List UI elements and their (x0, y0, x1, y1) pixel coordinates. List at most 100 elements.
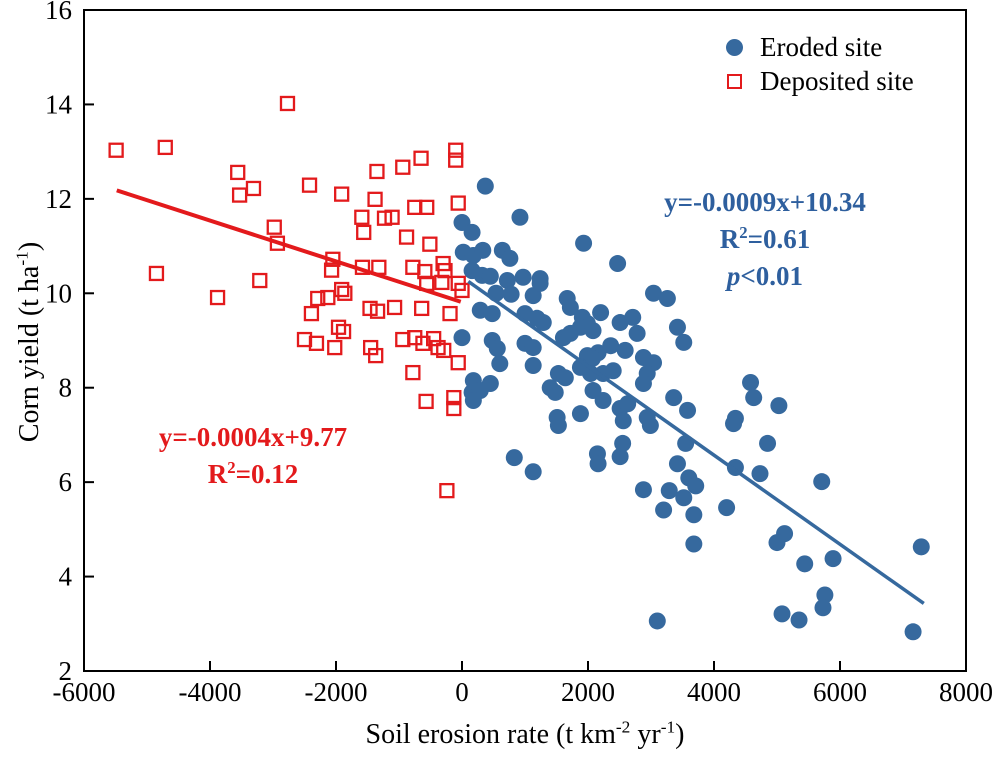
eroded-point (594, 391, 612, 409)
deposited-point (422, 236, 438, 252)
eroded-point (505, 449, 523, 467)
trendline-eroded (467, 280, 925, 605)
deposited-point (446, 400, 462, 417)
eroded-point (524, 463, 542, 481)
x-tick-label: 0 (455, 677, 469, 707)
eroded-point (571, 405, 589, 423)
eroded-point (483, 305, 501, 323)
deposited-point (148, 265, 165, 282)
x-tick-label: -6000 (53, 677, 116, 707)
x-tick-label: 8000 (939, 677, 992, 707)
eroded-point (745, 389, 763, 407)
deposited-point (413, 150, 429, 166)
eroded-point (556, 369, 574, 387)
eroded-point (534, 314, 552, 332)
deposited-point (157, 139, 173, 156)
y-tick-label: 4 (59, 562, 73, 592)
deposited-point (368, 347, 384, 364)
eroded-point (658, 289, 676, 307)
eroded-point (602, 337, 620, 355)
eroded-point (498, 272, 516, 290)
deposited-point (386, 299, 403, 316)
y-tick-label: 10 (45, 278, 72, 308)
eroded-point (463, 223, 481, 241)
deposited-point (448, 152, 464, 168)
eroded-point (604, 362, 622, 380)
deposited-point (454, 282, 470, 299)
deposited-point (417, 263, 433, 280)
deposited-point (337, 285, 353, 301)
eroded-point (773, 605, 791, 623)
eroded-point (641, 416, 659, 434)
eroded-point (796, 555, 814, 573)
eroded-point (592, 304, 610, 322)
eroded-point (549, 416, 567, 434)
deposited-point (334, 186, 350, 202)
deposited-point (231, 187, 248, 203)
eroded-point (816, 586, 834, 604)
deposited-point (450, 355, 466, 371)
deposited-point (320, 289, 336, 306)
eroded-point (476, 177, 494, 195)
y-tick-label: 14 (45, 89, 73, 119)
deposited-point (323, 262, 340, 278)
deposited-point (437, 262, 453, 279)
deposited-point (252, 272, 268, 289)
deposited-point (398, 229, 415, 245)
y-tick-label: 16 (45, 0, 72, 25)
deposited-point (442, 305, 458, 322)
eroded-point (770, 397, 788, 415)
deposited-point (395, 159, 411, 175)
eroded-point (685, 506, 703, 524)
deposited-point (327, 339, 343, 356)
eroded-point (583, 349, 601, 367)
eroded-point (546, 383, 564, 401)
deposited-point (334, 281, 350, 298)
eroded-point (665, 389, 683, 407)
x-tick-label: 6000 (813, 677, 867, 707)
eroded-point (474, 241, 492, 259)
y-tick-label: 6 (59, 467, 73, 497)
deposited-point (230, 164, 246, 181)
deposited-point (439, 482, 455, 499)
deposited-point (330, 319, 347, 335)
deposited-point (108, 142, 124, 158)
eroded-point (759, 434, 777, 452)
eroded-point (584, 322, 602, 340)
eroded-point (634, 481, 652, 499)
deposited-point (301, 177, 318, 193)
x-tick-label: 2000 (561, 677, 615, 707)
plot-frame (83, 9, 967, 672)
deposited-point (448, 142, 464, 158)
eroded-point (609, 255, 627, 273)
eroded-point (685, 535, 703, 553)
eroded-point (611, 448, 629, 466)
eroded-point (634, 374, 652, 392)
eroded-point (675, 489, 693, 507)
eroded-point (561, 298, 579, 316)
trendline-deposited (116, 188, 462, 304)
deposited-point (450, 195, 466, 211)
eroded-point (718, 499, 736, 517)
deposited-point (446, 389, 462, 406)
eroded-point (511, 208, 529, 226)
deposited-point (209, 289, 226, 306)
eroded-point (660, 482, 678, 500)
eroded-point (514, 268, 532, 286)
deposited-point (425, 330, 442, 347)
deposited-point (418, 393, 434, 410)
deposited-point (356, 224, 372, 241)
eroded-point (814, 599, 832, 617)
eroded-point (488, 340, 506, 358)
eroded-point (645, 284, 663, 302)
eroded-point (648, 612, 666, 630)
eroded-point (616, 341, 634, 359)
eroded-point (655, 501, 673, 519)
eroded-point (904, 623, 922, 641)
deposited-point (362, 339, 379, 356)
x-tick-label: -2000 (305, 677, 368, 707)
eroded-point (742, 374, 760, 392)
deposited-point (279, 95, 296, 112)
deposited-point (414, 300, 430, 317)
